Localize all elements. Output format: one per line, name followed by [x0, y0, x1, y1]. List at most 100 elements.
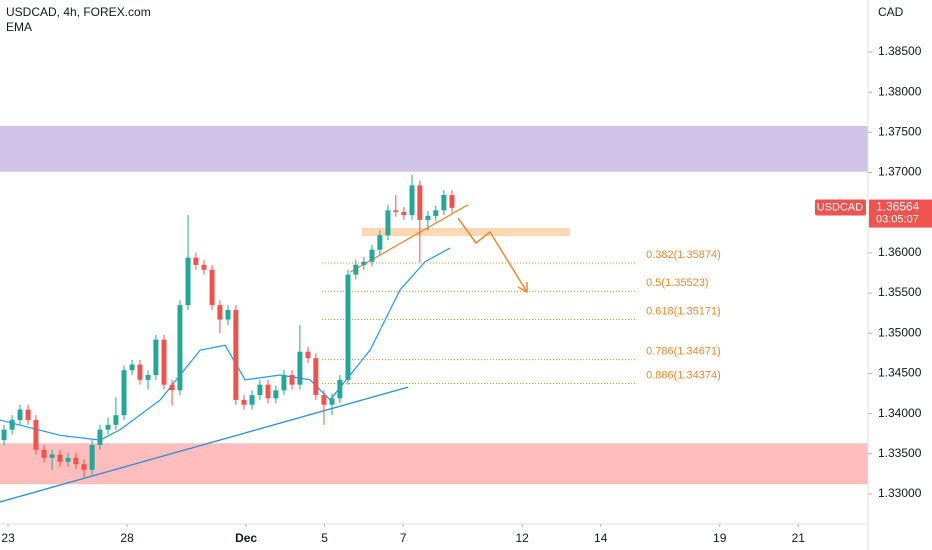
projection-arrow [457, 217, 528, 293]
candle-body [313, 358, 319, 396]
candle-body [273, 390, 279, 399]
candle-body [153, 339, 159, 376]
candle-body [161, 339, 167, 385]
x-tick-label: 21 [792, 531, 806, 545]
candle-body [57, 454, 63, 462]
candle-body [321, 395, 327, 405]
candle-body [329, 398, 335, 405]
chart-title: USDCAD, 4h, FOREX.com [6, 5, 151, 19]
candle-body [1, 429, 7, 441]
candle-body [169, 384, 175, 391]
fib-label: 0.5(1.35523) [646, 277, 708, 289]
candle-body [49, 454, 55, 458]
y-tick-label: 1.34500 [878, 366, 922, 380]
y-tick-label: 1.37500 [878, 125, 922, 139]
candle-body [297, 351, 303, 385]
x-tick-label: 7 [400, 531, 407, 545]
trendline [0, 386, 409, 503]
candle-body [137, 364, 143, 380]
candle-body [73, 457, 79, 465]
candle-body [177, 305, 183, 391]
candle-body [417, 185, 423, 220]
arrow-head [517, 282, 528, 294]
x-tick-label: Dec [235, 531, 257, 545]
candle-body [225, 309, 231, 320]
countdown-label: 03:05:07 [876, 213, 919, 225]
candle-body [97, 429, 103, 445]
candle-body [265, 384, 271, 399]
candle-body [353, 264, 359, 275]
candle-body [257, 384, 263, 396]
price-tag [869, 199, 932, 228]
candle-body [185, 257, 191, 306]
zone [0, 443, 868, 485]
x-tick-label: 14 [594, 531, 608, 545]
currency-label: CAD [878, 5, 904, 19]
candle-body [401, 211, 407, 216]
candle-body [105, 424, 111, 430]
fib-label: 0.382(1.35874) [646, 249, 721, 261]
candle-body [209, 269, 215, 306]
x-tick-label: 12 [516, 531, 530, 545]
price-tag-label: 1.36564 [876, 200, 920, 214]
y-tick-label: 1.34000 [878, 406, 922, 420]
y-tick-label: 1.38500 [878, 44, 922, 58]
plot-layer: 0.382(1.35874) 0.5(1.35523) 0.618(1.35171)… [0, 125, 868, 503]
candle-body [41, 449, 47, 458]
candle-body [369, 249, 375, 262]
candle-body [17, 409, 23, 421]
zone [0, 125, 868, 172]
y-tick-label: 1.35000 [878, 325, 922, 339]
y-tick-label: 1.35500 [878, 285, 922, 299]
candle-body [393, 210, 399, 212]
candle-body [9, 420, 15, 430]
candle-body [409, 185, 415, 216]
candle-body [361, 261, 367, 265]
candle-body [65, 457, 71, 462]
candle-body [233, 309, 239, 400]
x-tick-label: 23 [1, 531, 15, 545]
symbol-tag [815, 199, 866, 216]
candle-body [145, 375, 151, 380]
candle-body [25, 409, 31, 421]
symbol-tag-label: USDCAD [817, 201, 864, 213]
y-tick-label: 1.33500 [878, 446, 922, 460]
candle-body [441, 195, 447, 211]
candle-body [121, 370, 127, 416]
candle-body [337, 379, 343, 399]
zone [362, 227, 571, 237]
y-tick-label: 1.38000 [878, 84, 922, 98]
y-tick-label: 1.33000 [878, 486, 922, 500]
candle-body [113, 415, 119, 425]
y-tick-label: 1.36000 [878, 245, 922, 259]
candle-body [377, 235, 383, 250]
x-tick-label: 19 [713, 531, 727, 545]
candle-body [305, 351, 311, 359]
candle-body [425, 215, 431, 220]
candle-body [193, 257, 199, 265]
candle-body [249, 395, 255, 405]
candle-body [33, 420, 39, 450]
x-tick-label: 28 [120, 531, 134, 545]
fib-label: 0.786(1.34671) [646, 346, 721, 358]
candle-body [433, 210, 439, 216]
candle-body [201, 264, 207, 270]
ema-line [0, 247, 451, 441]
candle-body [385, 210, 391, 236]
candle-body [281, 375, 287, 391]
candle-body [129, 364, 135, 371]
candle-body [289, 375, 295, 385]
indicator-label: EMA [6, 20, 32, 34]
candle-body [217, 305, 223, 320]
candle-body [449, 195, 455, 208]
x-tick-label: 5 [321, 531, 328, 545]
y-tick-label: 1.37000 [878, 165, 922, 179]
trendline [349, 204, 469, 273]
candle-body [241, 399, 247, 405]
fib-label: 0.618(1.35171) [646, 305, 721, 317]
fib-label: 0.886(1.34374) [646, 369, 721, 381]
candle-body [345, 274, 351, 380]
candle-body [81, 464, 87, 470]
